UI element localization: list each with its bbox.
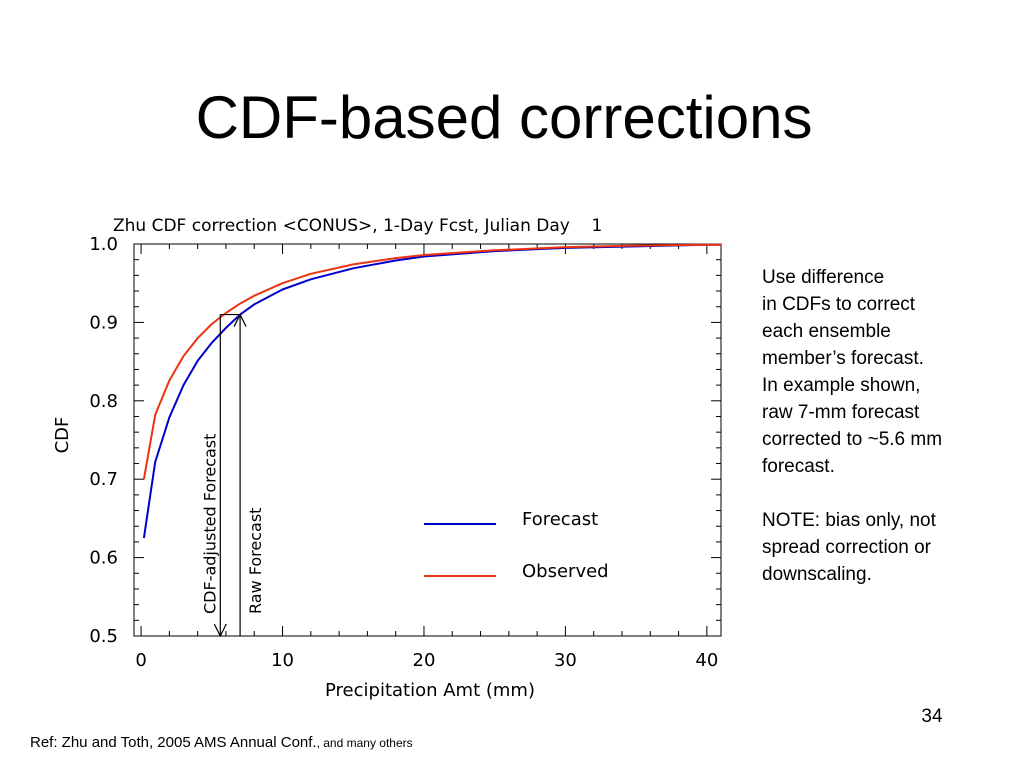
y-axis-label: CDF	[52, 417, 73, 454]
note-spacer	[762, 480, 1012, 507]
note2-line: downscaling.	[762, 564, 872, 585]
note-line: In example shown,	[762, 375, 921, 396]
note-line: corrected to ~5.6 mm	[762, 429, 943, 450]
x-tick-label: 0	[135, 650, 146, 671]
y-tick-label: 0.7	[89, 469, 118, 490]
plot-frame	[133, 243, 722, 637]
series-line-observed	[142, 243, 721, 480]
x-tick-label: 30	[554, 650, 577, 671]
note2-line: spread correction or	[762, 537, 931, 558]
note-line: each ensemble	[762, 321, 891, 342]
chart-title: Zhu CDF correction <CONUS>, 1-Day Fcst, …	[113, 216, 602, 236]
y-tick-label: 0.6	[89, 548, 118, 569]
reference: Ref: Zhu and Toth, 2005 AMS Annual Conf.…	[30, 734, 413, 751]
adjusted-arrowhead	[213, 623, 227, 638]
note2-line: NOTE: bias only, not	[762, 510, 936, 531]
x-axis-label: Precipitation Amt (mm)	[325, 680, 535, 701]
annotation-arrows: CDF-adjusted Forecast Raw Forecast	[200, 313, 265, 638]
series-lines	[142, 243, 721, 539]
legend-label-forecast: Forecast	[522, 509, 598, 530]
y-tick-label: 1.0	[89, 234, 118, 255]
slide-number: 34	[921, 706, 943, 727]
note-line: forecast.	[762, 456, 835, 477]
y-tick-label: 0.5	[89, 626, 118, 647]
x-tick-label: 20	[413, 650, 436, 671]
y-tick-label: 0.8	[89, 391, 118, 412]
annotation-cdf-adjusted: CDF-adjusted Forecast	[200, 434, 219, 614]
x-tick-label: 40	[695, 650, 718, 671]
legend: Forecast Observed	[424, 509, 609, 582]
legend-label-observed: Observed	[522, 561, 609, 582]
y-tick-label: 0.9	[89, 312, 118, 333]
note-line: in CDFs to correct	[762, 294, 916, 315]
axis-ticks	[134, 243, 721, 637]
tick-labels: 0 10 20 30 40 0.5 0.6 0.7 0.8 0.9 1.0	[89, 234, 718, 671]
x-tick-label: 10	[271, 650, 294, 671]
series-line-forecast	[142, 243, 721, 539]
side-note: Use difference in CDFs to correct each e…	[762, 264, 1012, 588]
note-line: raw 7-mm forecast	[762, 402, 920, 423]
note-line: member’s forecast.	[762, 348, 924, 369]
note-line: Use difference	[762, 267, 885, 288]
reference-small: , and many others	[316, 736, 413, 750]
slide-title: CDF-based corrections	[195, 84, 813, 151]
reference-main: Ref: Zhu and Toth, 2005 AMS Annual Conf.	[30, 734, 317, 751]
annotation-raw-forecast: Raw Forecast	[246, 508, 265, 614]
